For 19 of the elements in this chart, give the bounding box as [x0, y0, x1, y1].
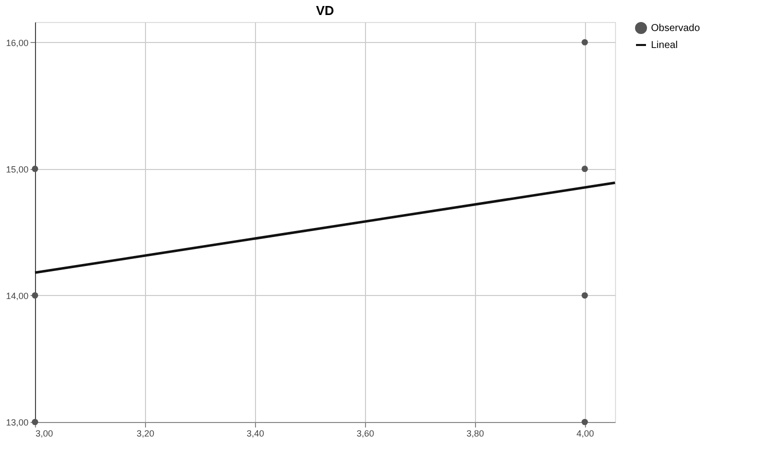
x-tick-label: 4,00: [576, 428, 594, 438]
point: [582, 39, 588, 46]
point: [32, 166, 38, 172]
legend-label: Observado: [651, 23, 700, 34]
point: [582, 418, 588, 426]
x-tick-label: 3,60: [356, 428, 374, 438]
x-tick-label: 3,40: [246, 428, 264, 438]
x-tick-label: 3,80: [466, 428, 484, 438]
point: [32, 292, 38, 299]
point: [582, 166, 588, 172]
y-tick-label: 16,00: [6, 38, 28, 48]
x-tick-label: 3,20: [136, 428, 154, 438]
chart-title: VD: [316, 3, 334, 18]
y-tick-label: 14,00: [6, 290, 28, 301]
x-tick-label: 3,00: [36, 428, 54, 438]
y-tick-label: 15,00: [6, 164, 28, 174]
legend-label: Lineal: [651, 40, 678, 51]
point: [582, 292, 588, 299]
y-tick-label: 13,00: [6, 418, 28, 428]
